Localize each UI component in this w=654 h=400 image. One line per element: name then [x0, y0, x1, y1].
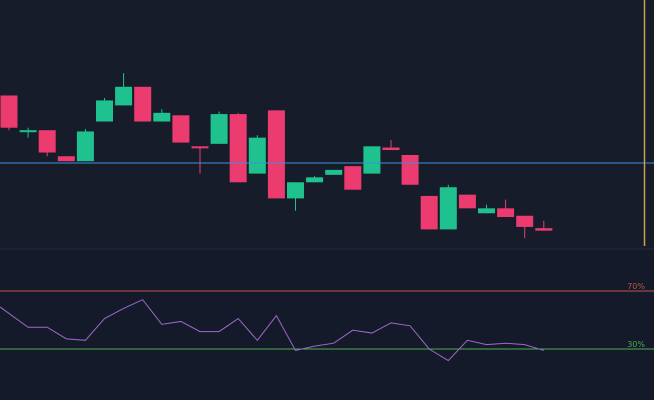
candle-down — [458, 194, 476, 209]
candle-down — [57, 156, 75, 162]
rsi-lower-level-label: 30% — [627, 340, 645, 349]
candle-down — [382, 147, 400, 151]
candle-down — [0, 95, 18, 128]
candle-up — [153, 112, 171, 122]
candle-up — [306, 177, 324, 183]
candle-down — [497, 208, 515, 217]
candle-down — [229, 114, 247, 183]
candle-up — [287, 182, 304, 199]
price-panel-background — [0, 0, 654, 248]
candle-up — [96, 100, 113, 122]
candle-down — [38, 130, 56, 153]
rsi-line — [0, 299, 544, 362]
candle-down — [191, 146, 209, 149]
candle-down — [172, 115, 190, 143]
candlestick-series — [0, 73, 553, 239]
candle-down — [344, 166, 362, 190]
rsi-panel: 70% 30% — [0, 282, 654, 362]
candle-up — [478, 208, 495, 214]
candle-down — [267, 110, 285, 199]
candle-up — [115, 86, 133, 106]
candle-up — [325, 169, 343, 175]
candle-down — [516, 215, 534, 227]
candle-down — [401, 155, 419, 185]
candle-up — [19, 130, 37, 133]
candle-up — [248, 137, 266, 174]
rsi-upper-level-label: 70% — [627, 282, 645, 291]
candle-down — [420, 195, 438, 230]
candle-up — [439, 187, 457, 230]
candle-up — [76, 131, 94, 162]
candle-down — [535, 228, 553, 231]
candle-up — [210, 114, 228, 144]
candle-down — [134, 86, 152, 122]
candle-up — [363, 146, 381, 174]
